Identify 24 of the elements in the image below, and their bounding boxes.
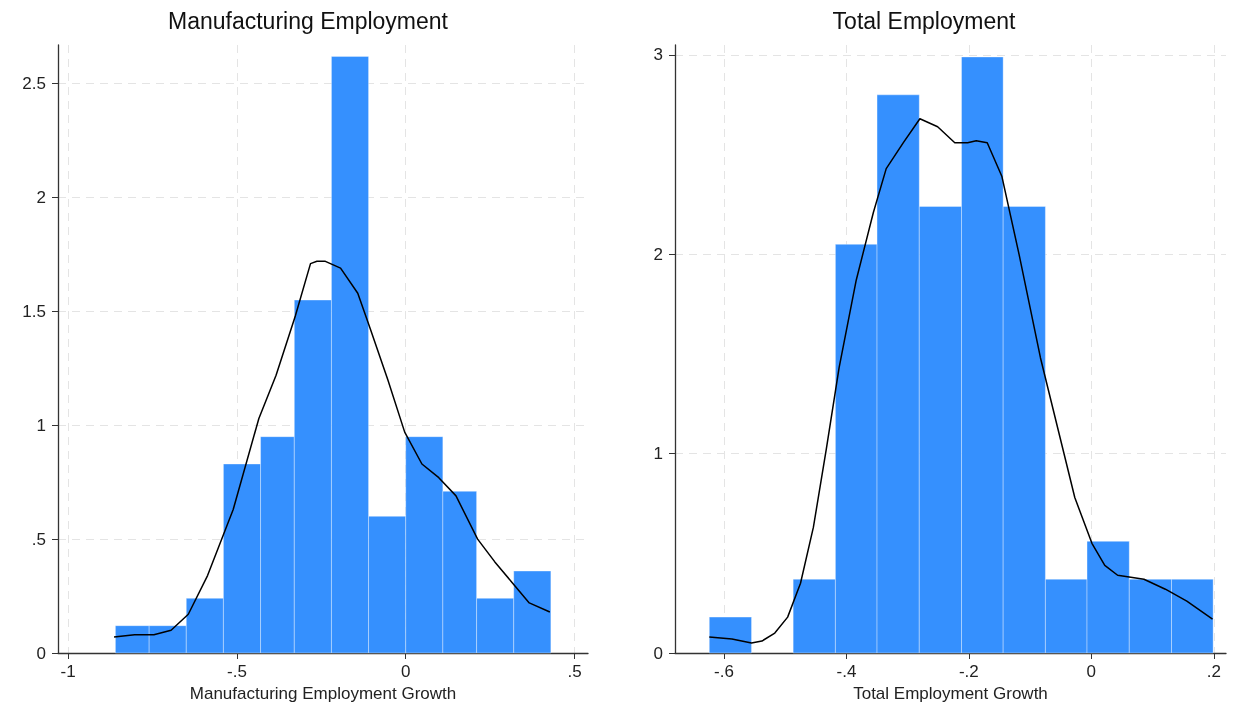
- y-tick-label: 2.5: [22, 74, 46, 94]
- x-tick-label: 0: [400, 662, 411, 681]
- y-tick-label: 2: [653, 244, 663, 264]
- x-tick-label: -.2: [958, 662, 979, 681]
- x-tick-label: -1: [60, 662, 76, 681]
- y-tick-label: 1: [653, 444, 663, 464]
- y-tick-label: 1.5: [22, 301, 46, 321]
- x-axis-title: Manufacturing Employment Growth: [189, 684, 457, 703]
- chart-title: Total Employment: [832, 7, 1016, 34]
- x-tick-label: -.5: [227, 662, 247, 681]
- x-axis-title: Total Employment Growth: [853, 684, 1048, 703]
- y-tick-label: 0: [36, 643, 46, 663]
- y-tick-label: 0: [653, 643, 663, 663]
- x-tick-label: 0: [1086, 662, 1097, 681]
- x-tick-label: .5: [567, 662, 582, 681]
- y-tick-label: 2: [36, 188, 46, 208]
- x-tick-label: -.6: [714, 662, 734, 681]
- y-tick-label: 1: [36, 415, 46, 435]
- chart-title: Manufacturing Employment: [168, 7, 449, 34]
- x-tick-label: -.4: [836, 662, 857, 681]
- y-tick-label: .5: [31, 529, 46, 549]
- line-series: [708, 118, 1214, 644]
- y-tick-label: 3: [653, 45, 663, 65]
- x-tick-label: .2: [1206, 662, 1221, 681]
